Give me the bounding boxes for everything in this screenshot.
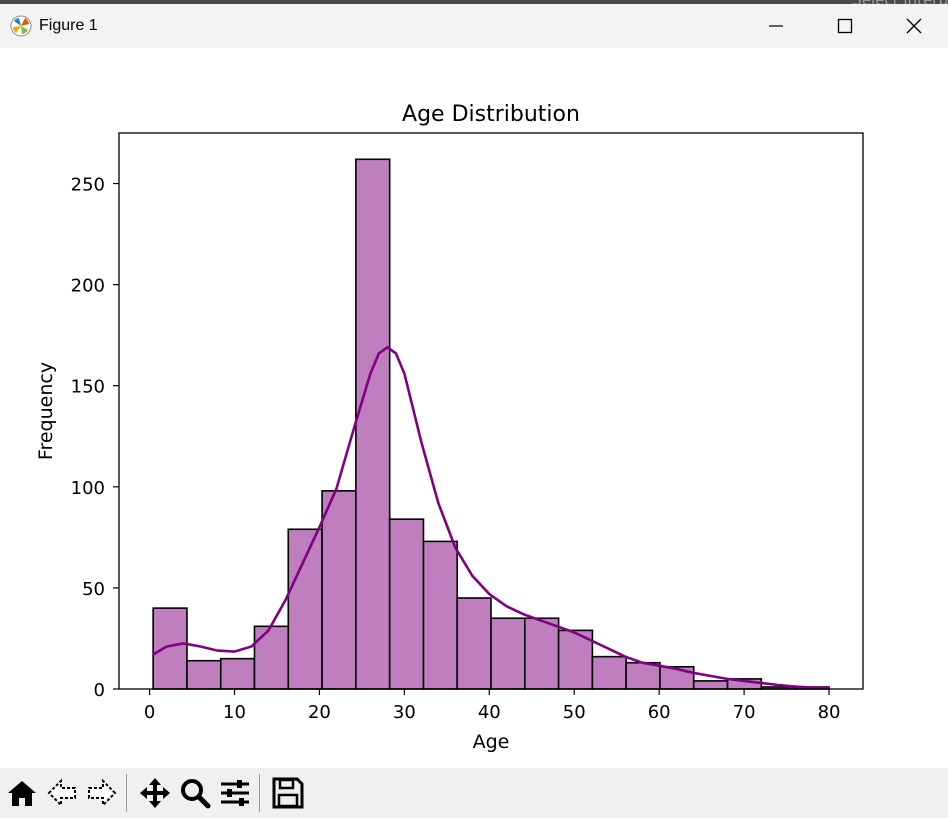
x-tick-label: 0 <box>144 702 155 723</box>
home-button[interactable] <box>4 773 40 813</box>
pan-button[interactable] <box>137 773 173 813</box>
histogram-bar <box>152 607 188 690</box>
forward-arrow-icon <box>88 778 117 808</box>
save-button[interactable] <box>270 773 306 813</box>
navigation-toolbar <box>0 768 948 818</box>
x-axis-label: Age <box>473 731 510 753</box>
matplotlib-logo-icon <box>10 15 32 37</box>
histogram-bar <box>490 617 526 690</box>
maximize-button[interactable] <box>810 4 879 48</box>
toolbar-separator <box>259 774 260 812</box>
x-tick-label: 20 <box>308 702 331 723</box>
x-tick-label: 10 <box>223 702 246 723</box>
zoom-magnifier-icon <box>181 779 211 809</box>
y-tick-label: 0 <box>94 680 105 701</box>
y-axis-label: Frequency <box>35 362 57 460</box>
minimize-icon <box>768 25 783 27</box>
pan-move-icon <box>140 778 170 808</box>
x-tick-label: 60 <box>648 702 671 723</box>
histogram-bar <box>625 661 661 690</box>
y-tick-label: 200 <box>71 276 105 297</box>
histogram-chart: Age Distribution 0 10 20 30 40 50 60 70 80 0 50 10… <box>35 102 864 753</box>
y-tick-label: 250 <box>71 175 105 196</box>
maximize-icon <box>837 18 852 34</box>
histogram-bar <box>253 625 290 690</box>
back-arrow-icon <box>47 778 76 808</box>
histogram-bar <box>524 617 560 690</box>
histogram-bar <box>355 158 391 690</box>
y-tick-label: 50 <box>82 579 105 600</box>
zoom-button[interactable] <box>177 773 213 813</box>
chart-title: Age Distribution <box>402 102 580 127</box>
minimize-button[interactable] <box>741 4 810 48</box>
close-icon <box>906 18 921 34</box>
close-button[interactable] <box>879 4 948 48</box>
histogram-bar <box>422 540 458 690</box>
kde-curve <box>152 345 830 690</box>
x-tick-label: 40 <box>478 702 501 723</box>
plot-frame <box>118 132 864 690</box>
x-tick-label: 70 <box>733 702 756 723</box>
histogram-bar <box>287 528 323 690</box>
configure-subplots-icon <box>221 780 249 806</box>
title-bar[interactable]: Figure 1 <box>0 4 948 48</box>
histogram-bar <box>186 659 222 690</box>
x-tick-label: 30 <box>393 702 416 723</box>
toolbar-separator <box>126 774 127 812</box>
histogram-bar <box>219 657 256 690</box>
x-tick-label: 50 <box>563 702 586 723</box>
histogram-bar <box>388 518 425 690</box>
forward-button[interactable] <box>84 773 120 813</box>
histogram-bar <box>456 597 492 690</box>
histogram-bar <box>321 490 357 690</box>
histogram-bar <box>692 680 729 690</box>
configure-subplots-button[interactable] <box>217 773 253 813</box>
save-floppy-icon <box>272 777 304 809</box>
x-tick-label: 80 <box>818 702 841 723</box>
back-button[interactable] <box>44 773 80 813</box>
y-tick-label: 100 <box>71 478 105 499</box>
histogram-bar <box>591 655 627 690</box>
window-title: Figure 1 <box>39 17 98 34</box>
figure-canvas[interactable]: Age Distribution 0 10 20 30 40 50 60 70 80 0 50 10… <box>0 48 948 768</box>
home-icon <box>8 781 36 806</box>
y-tick-label: 150 <box>71 377 105 398</box>
